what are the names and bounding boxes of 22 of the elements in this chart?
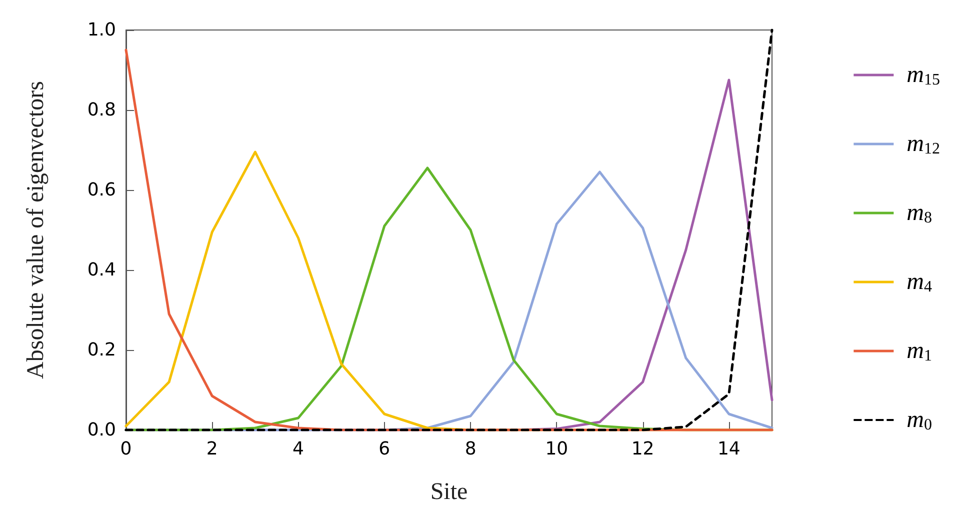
x-tick-label: 12	[631, 438, 654, 460]
legend-label: m0	[906, 407, 932, 434]
y-tick-label: 1.0	[87, 20, 116, 40]
legend-label: m15	[906, 62, 940, 88]
y-tick-label: 0.6	[87, 180, 116, 200]
y-tick-label: 0.4	[87, 260, 116, 280]
y-tick-label: 0.8	[87, 100, 116, 120]
y-tick-label: 0.0	[87, 420, 116, 440]
y-axis-title: Absolute value of eigenvectors	[23, 81, 49, 379]
x-tick-label: 6	[378, 438, 390, 460]
x-tick-label: 4	[292, 438, 304, 460]
y-tick-label: 0.2	[87, 340, 116, 360]
x-tick-label: 2	[206, 438, 218, 460]
x-tick-label: 10	[545, 438, 568, 460]
x-tick-label: 0	[120, 438, 132, 460]
legend-label: m1	[906, 338, 932, 364]
legend-label: m12	[906, 131, 940, 158]
legend-label: m8	[906, 200, 932, 226]
x-tick-label: 14	[717, 438, 740, 460]
legend-label: m4	[906, 269, 932, 296]
x-tick-label: 8	[464, 438, 476, 460]
x-axis-title: Site	[430, 479, 468, 505]
